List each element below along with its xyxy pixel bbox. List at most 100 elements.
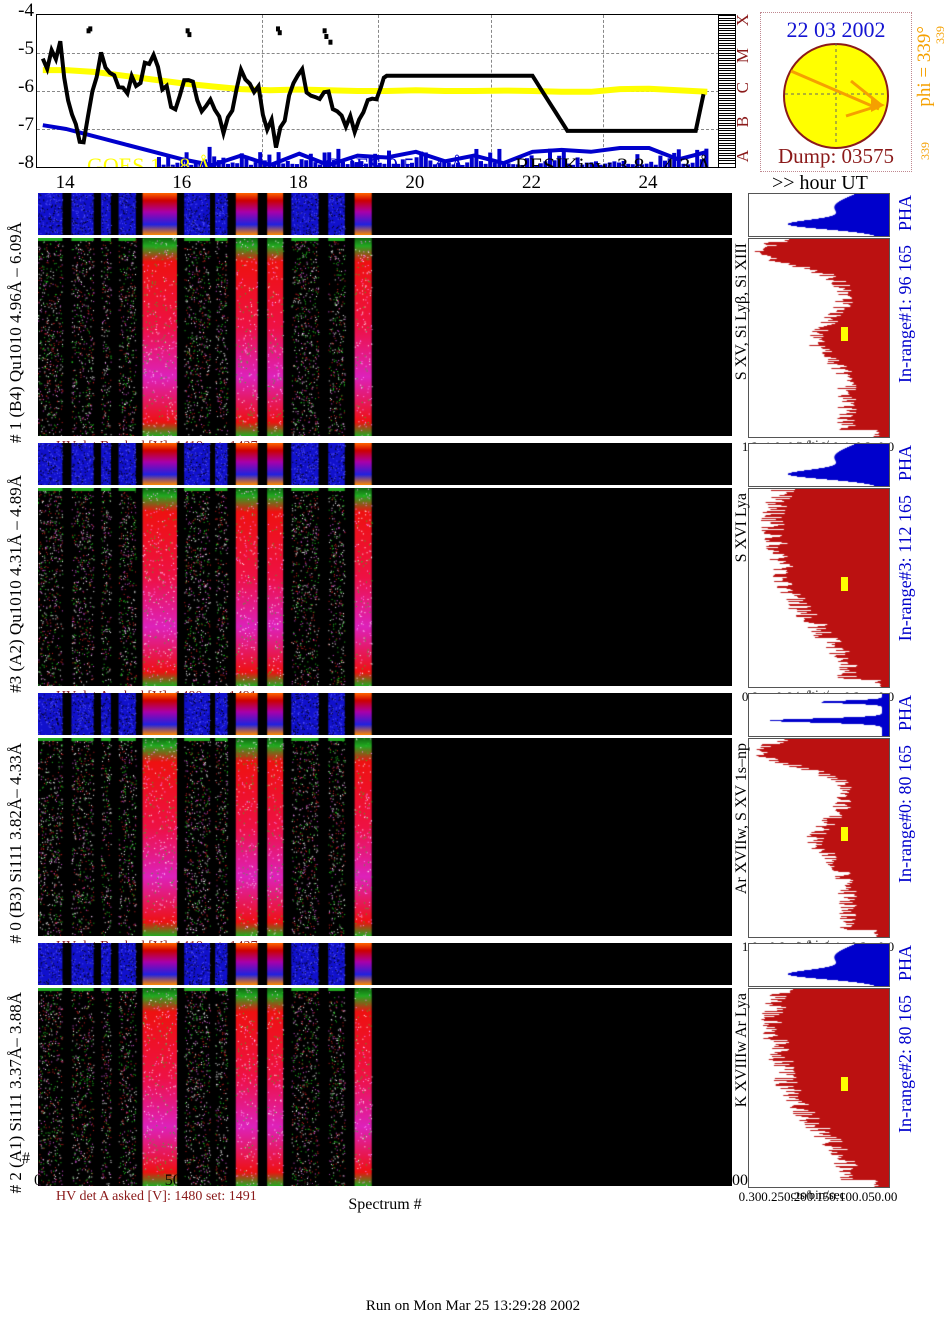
hour-axis-label: >> hour UT	[772, 172, 868, 194]
run-timestamp: Run on Mon Mar 25 13:29:28 2002	[365, 1298, 581, 1314]
scale-tick	[719, 87, 735, 89]
scale-tick	[719, 162, 735, 164]
scale-tick	[719, 132, 735, 134]
histogram-panel[interactable]	[748, 738, 890, 938]
histogram-tick: 0.05	[851, 1189, 875, 1204]
energy-strip[interactable]	[38, 443, 732, 485]
scale-tick	[719, 100, 735, 101]
spectrogram[interactable]	[38, 738, 732, 936]
pha-histogram	[749, 444, 889, 486]
scale-tick	[719, 152, 735, 154]
spectrogram-image	[38, 738, 732, 936]
histogram-panel[interactable]	[748, 488, 890, 688]
pha-panel[interactable]	[748, 943, 890, 987]
yellow-marker	[841, 577, 848, 591]
energy-strip[interactable]	[38, 943, 732, 985]
panel-range-label: # 1 (B4) Qu1010 4.96Å – 6.09Å	[6, 222, 25, 443]
scale-tick	[719, 97, 735, 99]
histogram-tick: 0.10	[829, 1189, 853, 1204]
pha-energy-strip	[38, 193, 732, 235]
phi-small-bottom: 339	[918, 142, 932, 160]
observation-date: 22 03 2002	[786, 17, 886, 42]
pha-label: PHA	[895, 445, 915, 482]
flare-scale-ladder	[718, 14, 736, 168]
in-range-label: In-range#3: 112 165	[895, 495, 915, 642]
histogram-panel[interactable]	[748, 238, 890, 438]
scale-tick	[719, 112, 735, 114]
scale-tick	[719, 47, 735, 49]
scale-tick	[719, 120, 735, 121]
in-range-label: In-range#2: 80 165	[895, 995, 915, 1133]
dump-number: Dump: 03575	[777, 144, 895, 168]
scale-tick	[719, 75, 735, 76]
scale-tick	[719, 57, 735, 59]
pha-panel[interactable]	[748, 193, 890, 237]
pha-panel[interactable]	[748, 443, 890, 487]
scale-tick	[719, 62, 735, 64]
in-range-label: In-range#1: 96 165	[895, 245, 915, 383]
hv-setting-text: HV det A asked [V]: 1480 set: 1491	[56, 1189, 257, 1204]
scale-tick	[719, 42, 735, 44]
scale-tick	[719, 107, 735, 109]
scale-tick	[719, 135, 735, 136]
spectral-line-label: S XV, Si Lyβ, Si XIII	[733, 243, 750, 381]
goes-long-label: GOES 1 - 8 Å	[87, 153, 212, 168]
spectrogram-panel: # 2 (A1) Si111 3.37Å– 3.88Å HV det A aske…	[0, 943, 946, 1204]
spectrogram-panel: #3 (A2) Qu1010 4.31Å – 4.89ÅHV det A ask…	[0, 443, 946, 704]
spectrum-tick: 2500	[716, 1172, 748, 1189]
hour-tick: 20	[405, 172, 425, 193]
goes-y-tick: -4	[18, 0, 34, 21]
scale-tick	[719, 92, 735, 94]
grid-line-h	[37, 129, 719, 130]
histogram-tick: 0.15	[806, 1189, 830, 1204]
spectrum-tick: 1500	[438, 1172, 471, 1189]
resik-inw-label: RESIKinw 3.8 - 4.3 Å	[515, 153, 712, 168]
pha-label: PHA	[895, 695, 915, 732]
yellow-marker	[841, 827, 848, 841]
scale-tick	[719, 140, 735, 141]
scale-tick	[719, 117, 735, 119]
yellow-marker	[841, 1077, 848, 1091]
spectrogram[interactable]	[38, 488, 732, 686]
scale-tick	[719, 85, 735, 86]
spectrogram[interactable]	[38, 238, 732, 436]
scale-tick	[719, 160, 735, 161]
pha-label: PHA	[895, 945, 915, 982]
spectral-line-label: S XVI Lya	[733, 493, 750, 563]
count-rate-histogram	[749, 489, 889, 687]
yellow-marker	[841, 327, 848, 341]
scale-tick	[719, 102, 735, 104]
spectrum-tick: 500	[164, 1172, 189, 1189]
pha-energy-strip	[38, 693, 732, 735]
scale-tick	[719, 157, 735, 159]
histogram-axis: 0.30 0.25 0.20 0.15 0.10 0.05 0.00	[739, 1189, 898, 1205]
spectrum-tick: 0	[34, 1172, 42, 1189]
scale-tick	[719, 127, 735, 129]
histogram-panel[interactable]	[748, 988, 890, 1188]
in-range-label: In-range#0: 80 165	[895, 745, 915, 883]
scale-tick	[719, 15, 735, 16]
scale-tick	[719, 72, 735, 74]
scale-tick	[719, 50, 735, 51]
energy-strip[interactable]	[38, 193, 732, 235]
energy-strip[interactable]	[38, 693, 732, 735]
pha-panel[interactable]	[748, 693, 890, 737]
grid-line-h	[37, 53, 719, 54]
scale-tick	[719, 130, 735, 131]
scale-tick	[719, 27, 735, 29]
spectrogram[interactable]	[38, 988, 732, 1186]
spectrogram-image	[38, 988, 732, 1186]
histogram-tick: 0.20	[783, 1189, 807, 1204]
flare-class-b: B	[733, 116, 752, 128]
scale-tick	[719, 55, 735, 56]
pha-label: PHA	[895, 195, 915, 232]
scale-tick	[719, 147, 735, 149]
solar-disk-box: 22 03 2002 Dump: 03575	[760, 12, 912, 172]
goes-plot-area[interactable]: GOES 1 - 8 Å GOES 0.5 - 4 Å RESIKinw 3.8…	[36, 14, 719, 168]
hour-tick: 24	[638, 172, 658, 193]
flare-class-c: C	[733, 82, 752, 94]
spectrum-tick: 2000	[577, 1172, 610, 1189]
goes-short-label: GOES 0.5 - 4 Å	[324, 153, 466, 168]
scale-tick	[719, 115, 735, 116]
scale-tick	[719, 90, 735, 91]
